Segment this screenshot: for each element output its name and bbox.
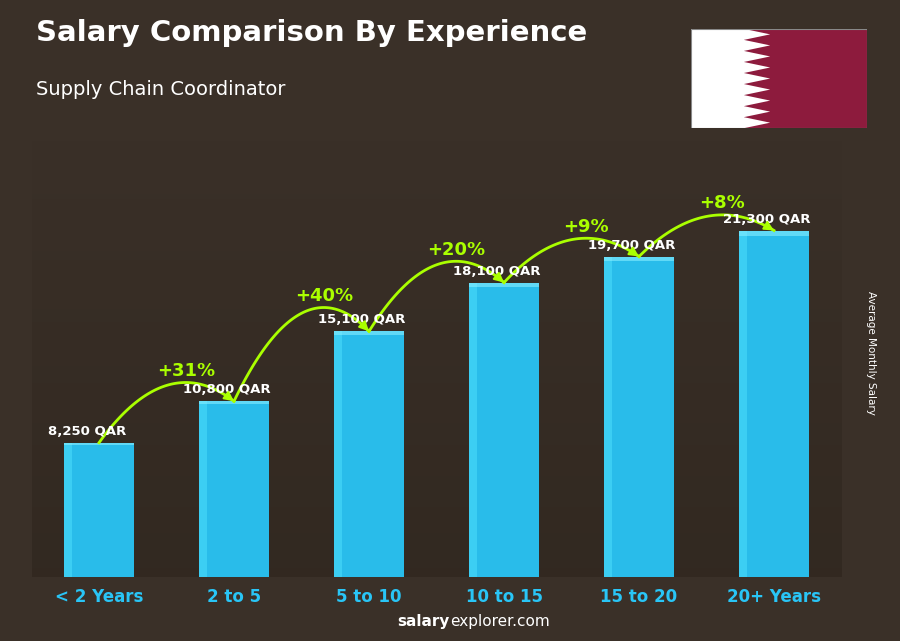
FancyBboxPatch shape bbox=[334, 331, 404, 577]
Polygon shape bbox=[743, 29, 770, 40]
Bar bbox=[64, 443, 134, 445]
Text: 10,800 QAR: 10,800 QAR bbox=[183, 383, 270, 396]
Bar bbox=[739, 231, 809, 236]
Bar bbox=[334, 331, 404, 335]
Polygon shape bbox=[743, 106, 770, 117]
Text: Salary Comparison By Experience: Salary Comparison By Experience bbox=[36, 19, 587, 47]
Bar bbox=[199, 401, 269, 404]
Polygon shape bbox=[743, 95, 770, 106]
Bar bbox=[739, 231, 747, 577]
Polygon shape bbox=[743, 40, 770, 51]
Bar bbox=[469, 283, 477, 577]
Text: 8,250 QAR: 8,250 QAR bbox=[48, 425, 126, 438]
Text: +9%: +9% bbox=[563, 218, 608, 236]
FancyBboxPatch shape bbox=[469, 283, 539, 577]
Bar bbox=[604, 256, 612, 577]
Polygon shape bbox=[743, 73, 770, 84]
Text: salary: salary bbox=[398, 615, 450, 629]
FancyBboxPatch shape bbox=[604, 256, 674, 577]
Bar bbox=[691, 29, 743, 128]
FancyBboxPatch shape bbox=[199, 401, 269, 577]
Text: +40%: +40% bbox=[295, 287, 353, 305]
Text: 18,100 QAR: 18,100 QAR bbox=[453, 265, 540, 278]
Bar bbox=[691, 29, 743, 128]
Bar bbox=[64, 443, 72, 577]
Text: +31%: +31% bbox=[158, 362, 215, 380]
Polygon shape bbox=[743, 62, 770, 73]
Text: +8%: +8% bbox=[699, 194, 745, 212]
Polygon shape bbox=[743, 51, 770, 62]
Bar bbox=[469, 283, 539, 287]
Text: 21,300 QAR: 21,300 QAR bbox=[723, 213, 810, 226]
Text: explorer.com: explorer.com bbox=[450, 615, 550, 629]
Polygon shape bbox=[743, 117, 770, 128]
FancyBboxPatch shape bbox=[64, 443, 134, 577]
Bar bbox=[334, 331, 342, 577]
Text: Average Monthly Salary: Average Monthly Salary bbox=[866, 290, 877, 415]
Text: Supply Chain Coordinator: Supply Chain Coordinator bbox=[36, 80, 285, 99]
Text: 15,100 QAR: 15,100 QAR bbox=[318, 313, 405, 326]
Polygon shape bbox=[743, 84, 770, 95]
FancyBboxPatch shape bbox=[739, 231, 809, 577]
Bar bbox=[604, 256, 674, 262]
Text: +20%: +20% bbox=[428, 241, 485, 259]
Bar bbox=[199, 401, 207, 577]
Text: 19,700 QAR: 19,700 QAR bbox=[588, 238, 675, 252]
